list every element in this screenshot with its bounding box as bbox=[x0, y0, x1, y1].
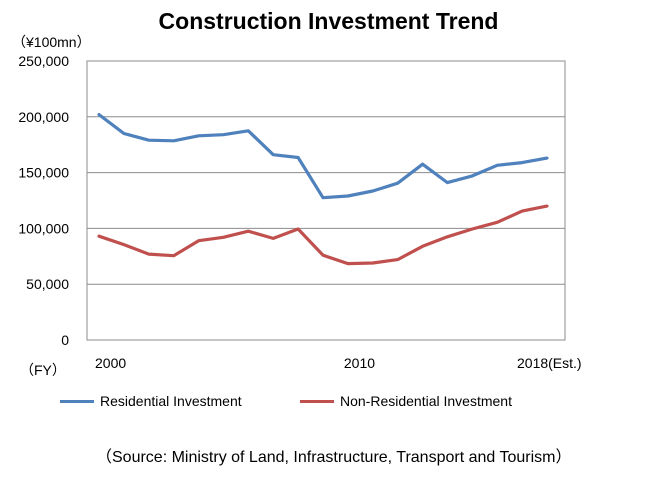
x-tick-label: 2000 bbox=[95, 355, 126, 371]
y-tick-label: 100,000 bbox=[18, 220, 69, 236]
legend-item-residential: Residential Investment bbox=[60, 393, 242, 409]
source-note: （Source: Ministry of Land, Infrastructur… bbox=[96, 449, 572, 466]
legend-swatch-residential bbox=[60, 399, 94, 403]
y-tick-label: 250,000 bbox=[18, 53, 69, 69]
legend-item-non-residential: Non-Residential Investment bbox=[300, 393, 512, 409]
plot-area-border bbox=[86, 60, 566, 341]
legend-label-residential: Residential Investment bbox=[100, 393, 242, 409]
y-tick-label: 150,000 bbox=[18, 165, 69, 181]
y-tick-label: 200,000 bbox=[18, 109, 69, 125]
x-tick-label: 2018(Est.) bbox=[517, 355, 582, 371]
series-line-non-residential bbox=[97, 204, 549, 266]
y-tick-label: 50,000 bbox=[26, 276, 69, 292]
x-axis-fy-label: （FY） bbox=[20, 362, 66, 378]
x-tick-label: 2010 bbox=[344, 355, 375, 371]
chart-title: Construction Investment Trend bbox=[158, 8, 499, 34]
legend-label-non-residential: Non-Residential Investment bbox=[340, 393, 512, 409]
y-tick-label: 0 bbox=[61, 332, 69, 348]
legend-swatch-non-residential bbox=[300, 399, 334, 403]
series-line-residential bbox=[97, 112, 549, 200]
y-axis-unit-label: （¥100mn） bbox=[12, 34, 91, 50]
